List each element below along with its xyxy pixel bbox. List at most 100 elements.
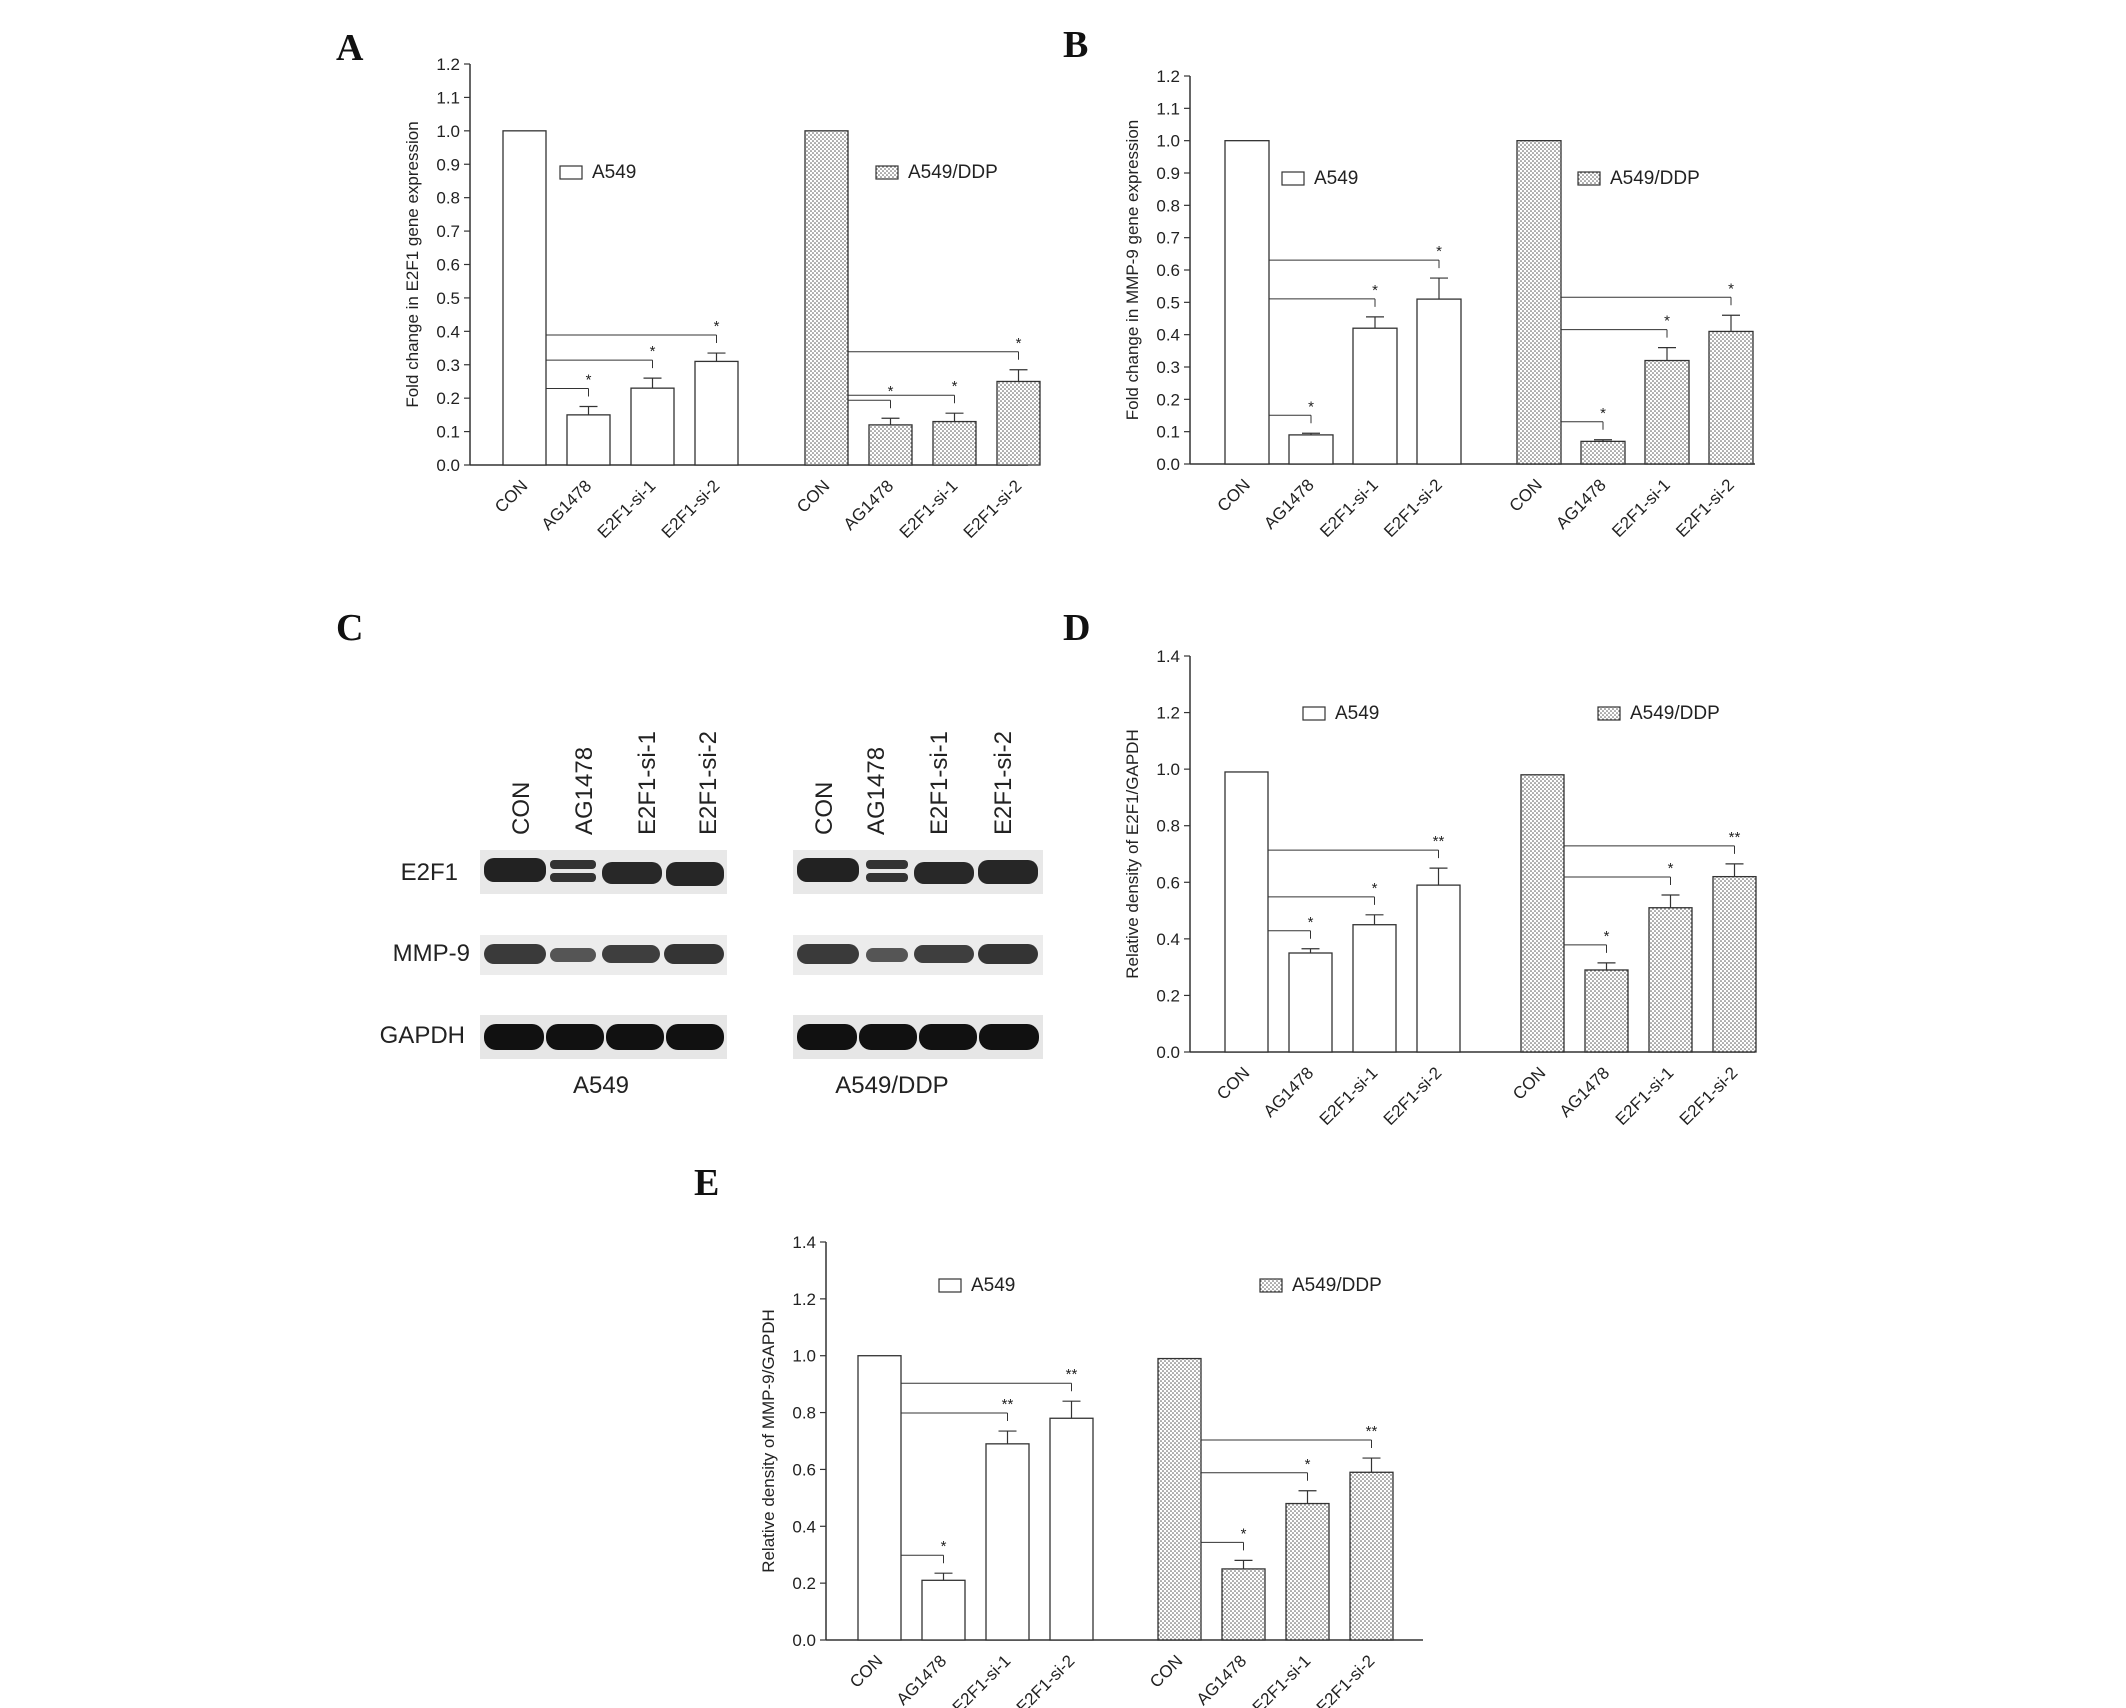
x-tick-label: CON	[1506, 475, 1546, 515]
western-blot-panel: CON AG1478 E2F1-si-1 E2F1-si-2 CON AG147…	[380, 731, 1043, 1099]
y-tick-label: 0.4	[436, 322, 460, 341]
legend-swatch	[1577, 171, 1601, 186]
y-tick-label: 1.1	[436, 88, 460, 107]
x-tick-label: AG1478	[840, 476, 898, 534]
bar	[1352, 327, 1398, 465]
y-tick-label: 0.6	[1156, 261, 1180, 280]
x-tick-label: E2F1-si-1	[1608, 475, 1674, 541]
x-tick-label: E2F1-si-1	[949, 1651, 1015, 1708]
sig-mark: **	[1066, 1366, 1078, 1383]
x-tick-label: CON	[1213, 1063, 1253, 1103]
x-tick-label: E2F1-si-1	[1316, 1063, 1382, 1129]
sig-mark: *	[1305, 1456, 1311, 1473]
bar	[1288, 952, 1333, 1053]
bar	[1221, 1568, 1266, 1641]
legend-swatch	[1302, 706, 1326, 721]
blot-lane-labels-a549-ddp: CON AG1478 E2F1-si-1 E2F1-si-2	[811, 731, 1017, 835]
x-tick-label: AG1478	[893, 1651, 951, 1708]
legend-label: A549/DDP	[908, 162, 998, 183]
bar	[502, 130, 547, 466]
bar	[1708, 330, 1754, 465]
x-tick-label: AG1478	[1260, 475, 1318, 533]
sig-mark: *	[1372, 880, 1378, 897]
x-tick-label: E2F1-si-1	[896, 476, 962, 542]
blot-row-label-e2f1: E2F1	[401, 859, 458, 886]
y-axis-label: Relative density of E2F1/GAPDH	[1123, 729, 1142, 978]
x-tick-label: E2F1-si-2	[1672, 475, 1738, 541]
y-tick-label: 0.5	[1156, 293, 1180, 312]
bar	[566, 414, 611, 466]
legend-label: A549/DDP	[1630, 703, 1720, 724]
sig-mark: *	[1016, 335, 1022, 352]
bar	[1049, 1417, 1094, 1641]
legend-label: A549/DDP	[1610, 168, 1700, 189]
bar	[1224, 140, 1270, 465]
bar	[1416, 298, 1462, 465]
bar	[921, 1579, 966, 1641]
sig-mark: *	[888, 383, 894, 400]
sig-mark: *	[1308, 398, 1314, 415]
sig-mark: **	[1366, 1423, 1378, 1440]
sig-mark: *	[1372, 282, 1378, 299]
y-tick-label: 1.4	[792, 1233, 816, 1252]
bar	[1352, 924, 1397, 1053]
sig-mark: *	[1436, 243, 1442, 260]
x-tick-label: CON	[1146, 1651, 1186, 1691]
y-tick-label: 1.2	[1156, 704, 1180, 723]
blot-row-label-mmp9: MMP-9	[393, 940, 470, 967]
lane-label: E2F1-si-1	[926, 731, 953, 835]
chart-panel-b: 0.0 0.1 0.2 0.3 0.4 0.5 0.6 0.7 0.8 0.9 1.0 1.1 1.2 F…	[1123, 67, 1755, 541]
y-tick-label: 0.9	[1156, 164, 1180, 183]
y-tick-label: 0.8	[1156, 817, 1180, 836]
bar	[1644, 359, 1690, 465]
legend-label: A549	[1314, 168, 1358, 189]
bar	[1584, 969, 1629, 1053]
lane-label: AG1478	[571, 747, 598, 835]
y-tick-label: 1.0	[792, 1347, 816, 1366]
blot-bands-gapdh	[484, 1024, 1039, 1050]
y-tick-label: 0.6	[1156, 873, 1180, 892]
x-tick-label: CON	[491, 476, 531, 516]
y-tick-label: 0.2	[1156, 390, 1180, 409]
panel-label-b: B	[1063, 24, 1088, 66]
legend-swatch	[938, 1278, 962, 1293]
sig-mark: *	[1600, 405, 1606, 422]
bar	[857, 1355, 902, 1641]
bar	[804, 130, 849, 466]
lane-label: E2F1-si-2	[695, 731, 722, 835]
sig-mark: *	[714, 318, 720, 335]
bar	[996, 380, 1041, 466]
sig-mark: *	[1668, 860, 1674, 877]
blot-group-label-a549-ddp: A549/DDP	[835, 1072, 948, 1099]
chart-panel-a: 0.0 0.1 0.2 0.3 0.4 0.5 0.6 0.7 0.8 0.9 1.0 1.1 1.2 F…	[403, 55, 1041, 542]
legend-label: A549	[971, 1275, 1015, 1296]
y-tick-label: 0.2	[792, 1574, 816, 1593]
y-tick-label: 0.3	[436, 356, 460, 375]
x-tick-label: E2F1-si-1	[594, 476, 660, 542]
x-tick-label: CON	[846, 1651, 886, 1691]
x-tick-label: E2F1-si-2	[1313, 1651, 1379, 1708]
lane-label: E2F1-si-2	[990, 731, 1017, 835]
lane-label: CON	[508, 782, 535, 835]
x-tick-label: E2F1-si-2	[960, 476, 1026, 542]
y-tick-label: 1.1	[1156, 99, 1180, 118]
y-tick-label: 0.2	[1156, 986, 1180, 1005]
y-tick-label: 0.0	[1156, 455, 1180, 474]
x-tick-label: CON	[1509, 1063, 1549, 1103]
x-tick-label: E2F1-si-1	[1316, 475, 1382, 541]
y-tick-label: 1.4	[1156, 647, 1180, 666]
blot-bands-e2f1	[484, 858, 1038, 886]
bar	[694, 360, 739, 466]
sig-mark: *	[1241, 1525, 1247, 1542]
x-tick-label: E2F1-si-2	[1013, 1651, 1079, 1708]
y-tick-label: 1.0	[1156, 132, 1180, 151]
bar	[1516, 140, 1562, 465]
y-tick-label: 0.6	[792, 1460, 816, 1479]
bar	[1285, 1502, 1330, 1641]
bar	[1288, 434, 1334, 465]
y-tick-label: 0.6	[436, 256, 460, 275]
sig-mark: *	[586, 372, 592, 389]
blot-group-label-a549: A549	[573, 1072, 629, 1099]
chart-panel-e: 0.0 0.2 0.4 0.6 0.8 1.0 1.2 1.4 Relative density…	[759, 1233, 1423, 1708]
